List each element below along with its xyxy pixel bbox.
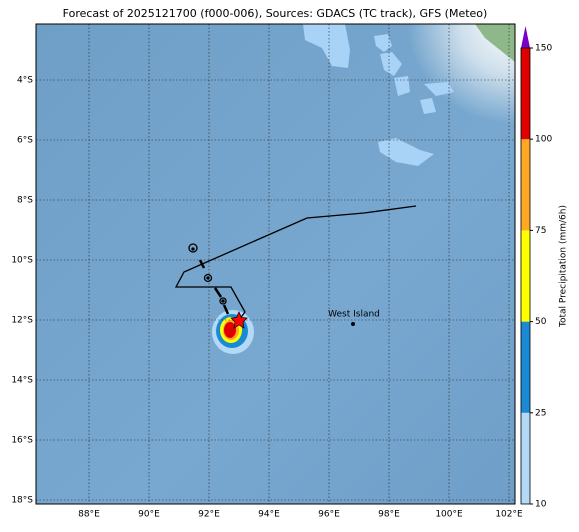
lon-label: 94°E [258,510,280,520]
colorbar-tick-label: 150 [535,44,552,54]
lon-label: 92°E [198,510,220,520]
lon-label: 90°E [138,510,160,520]
cloud-patches [303,24,454,166]
tc-track [174,205,417,329]
colorbar-segment [521,139,530,231]
lat-label: 14°S [11,376,33,386]
lat-label: 16°S [11,436,33,446]
lon-label: 98°E [378,510,400,520]
colorbar-extend [521,26,530,48]
lat-label: 10°S [11,256,33,266]
lat-label: 12°S [11,316,33,326]
lon-label: 96°E [318,510,340,520]
coast [475,24,515,62]
place-label: West Island [328,310,380,320]
colorbar-frame [520,47,531,505]
graticule [36,24,515,504]
lat-label: 8°S [17,196,33,206]
colorbar-tick-label: 10 [535,500,547,510]
lat-label: 4°S [17,76,33,86]
colorbar-tick-label: 100 [535,135,552,145]
colorbar-segment [521,230,530,322]
colorbar-tick-label: 25 [535,408,546,418]
lat-label: 18°S [11,496,33,506]
map-title: Forecast of 2025121700 (f000-006), Sourc… [63,7,488,20]
colorbar-label: Total Precipitation (mm/6h) [559,205,569,328]
colorbar-segment [521,412,530,504]
lat-label: 6°S [17,136,33,146]
place-marker [351,322,355,326]
map: West Island [35,23,516,505]
lon-label: 102°E [495,510,523,520]
colorbar-tick-label: 50 [535,317,547,327]
lon-label: 100°E [435,510,463,520]
precipitation [212,310,254,354]
colorbar: Total Precipitation (mm/6h) 10 25 50 75 100 1… [520,26,569,510]
colorbar-tick-label: 75 [535,226,546,236]
lon-label: 88°E [78,510,100,520]
map-frame [35,23,516,505]
colorbar-segment [521,321,530,413]
colorbar-segment [521,48,530,140]
